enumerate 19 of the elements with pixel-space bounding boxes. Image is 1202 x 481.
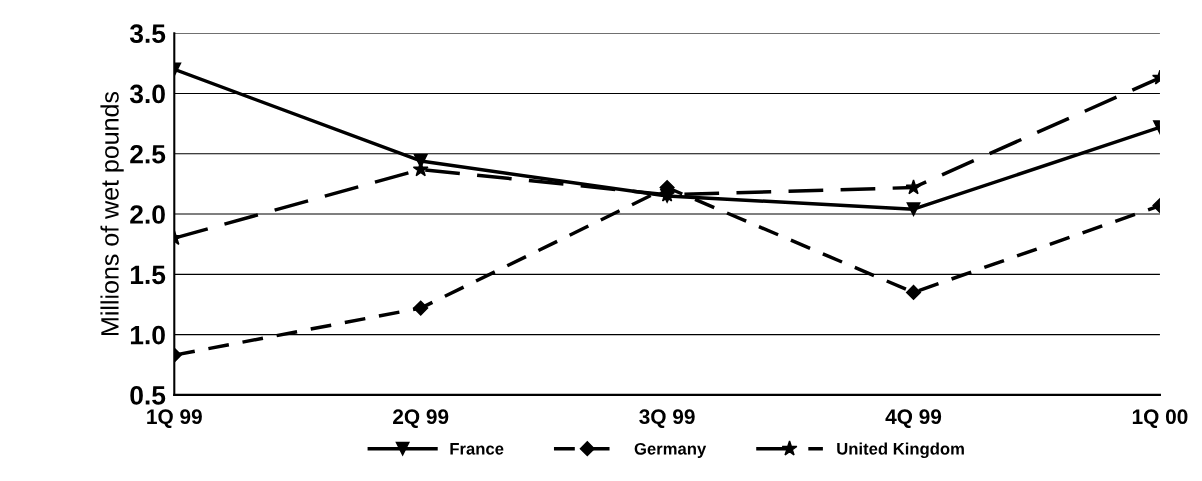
x-tick-label: 3Q 99 bbox=[639, 409, 695, 428]
point bbox=[905, 284, 922, 300]
y-tick-label: 1.5 bbox=[130, 265, 166, 285]
point bbox=[413, 300, 429, 316]
legend-label: United Kingdom bbox=[837, 442, 964, 459]
y-tick-label: 2.5 bbox=[130, 144, 166, 164]
x-tick-label: 1Q 00 bbox=[1132, 409, 1188, 428]
y-tick-label: 0.5 bbox=[130, 386, 166, 405]
y-tick-label: 1.0 bbox=[130, 325, 165, 345]
y-tick-label: 3.0 bbox=[129, 84, 165, 104]
legend-label: Germany bbox=[634, 442, 707, 458]
y-tick-label: 2.0 bbox=[130, 205, 165, 224]
x-tick-label: 1Q 99 bbox=[147, 409, 202, 428]
point bbox=[905, 179, 922, 195]
x-tick-label: 2Q 99 bbox=[393, 409, 449, 428]
y-tick-label: 3.5 bbox=[129, 24, 166, 44]
x-tick-label: 4Q 99 bbox=[885, 409, 942, 428]
legend-label: France bbox=[450, 443, 504, 455]
y-axis-title: Millions of wet pounds bbox=[100, 91, 124, 335]
